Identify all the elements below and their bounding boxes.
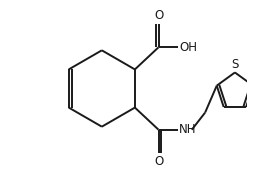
Text: OH: OH <box>179 41 197 54</box>
Text: S: S <box>231 58 239 71</box>
Text: O: O <box>154 155 163 168</box>
Text: NH: NH <box>179 123 197 136</box>
Text: O: O <box>154 9 163 22</box>
